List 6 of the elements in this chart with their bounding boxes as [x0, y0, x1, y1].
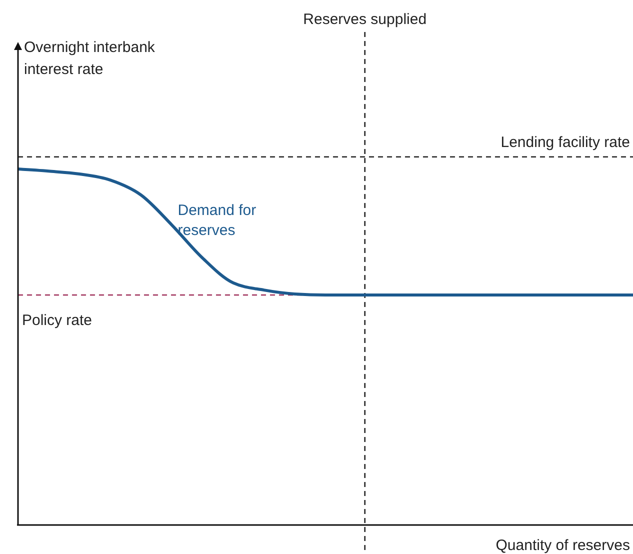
ref-line-label: Policy rate: [22, 312, 92, 330]
text: Overnight interbank interest rate: [24, 39, 156, 78]
text: Reserves supplied: [303, 11, 427, 28]
series-label: Demand for reserves: [178, 202, 256, 239]
ref-line-label: Lending facility rate: [500, 134, 630, 151]
x-axis-title: Quantity of reserves: [496, 537, 630, 554]
